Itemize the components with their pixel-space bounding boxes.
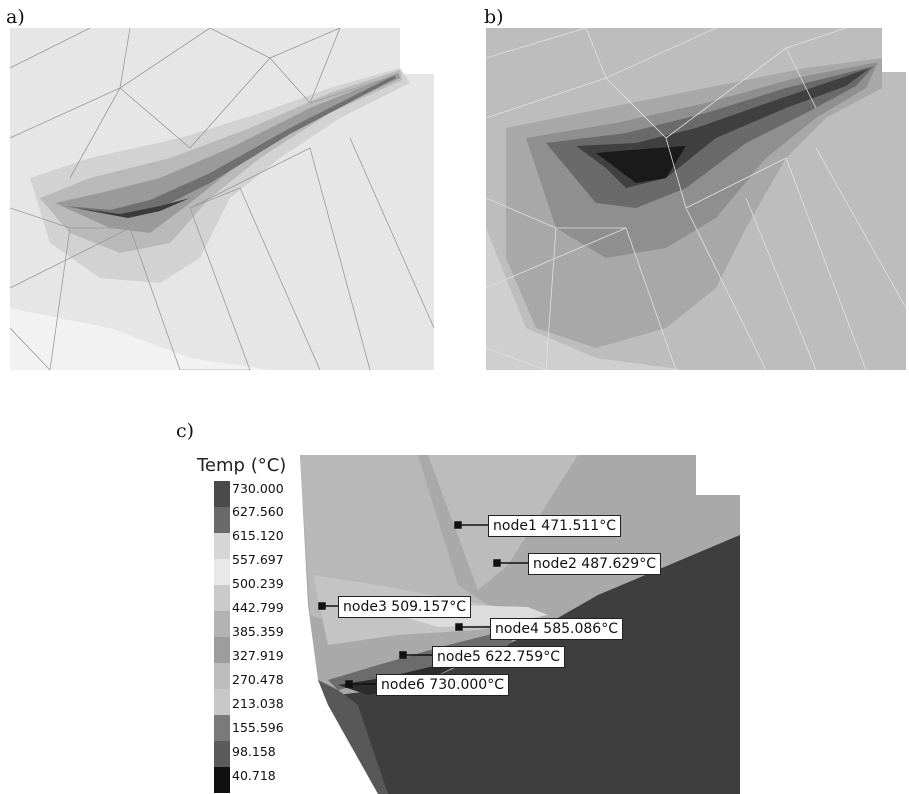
panel-b-label: b) <box>484 6 504 28</box>
legend-value-0: 730.000 <box>232 481 284 496</box>
panel-a-mesh-contour <box>10 28 434 370</box>
legend-value-7: 327.919 <box>232 648 284 663</box>
legend-value-1: 627.560 <box>232 504 284 519</box>
node6-label: node6 730.000°C <box>376 674 509 696</box>
legend-value-9: 213.038 <box>232 696 284 711</box>
node2-label: node2 487.629°C <box>528 553 661 575</box>
legend-value-2: 615.120 <box>232 528 284 543</box>
legend-value-8: 270.478 <box>232 672 284 687</box>
legend-value-12: 40.718 <box>232 768 276 783</box>
legend-value-11: 98.158 <box>232 744 276 759</box>
node3-label: node3 509.157°C <box>338 596 471 618</box>
legend-value-4: 500.239 <box>232 576 284 591</box>
legend-value-5: 442.799 <box>232 600 284 615</box>
node5-label: node5 622.759°C <box>432 646 565 668</box>
legend-value-10: 155.596 <box>232 720 284 735</box>
node-leader-lines <box>318 521 528 688</box>
node1-label: node1 471.511°C <box>488 515 621 537</box>
legend-value-6: 385.359 <box>232 624 284 639</box>
panel-b-mesh-contour <box>486 28 906 370</box>
node4-label: node4 585.086°C <box>490 618 623 640</box>
legend-value-3: 557.697 <box>232 552 284 567</box>
legend-title: Temp (°C) <box>197 455 287 476</box>
panel-a-label: a) <box>6 6 25 28</box>
legend-color-bar <box>214 481 230 793</box>
panel-c-label: c) <box>176 420 195 442</box>
